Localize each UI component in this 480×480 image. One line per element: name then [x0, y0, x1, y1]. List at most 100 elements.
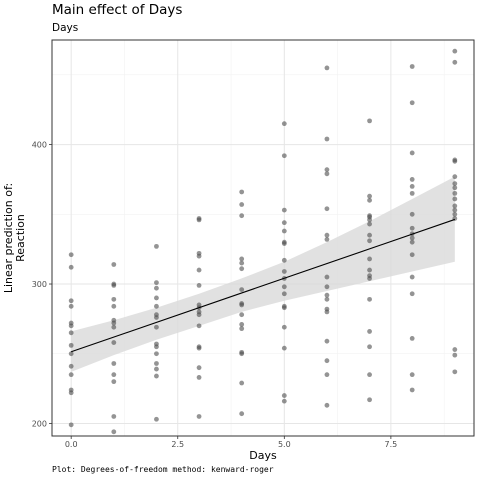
data-point	[281, 393, 287, 398]
data-point	[409, 235, 415, 241]
data-point	[324, 296, 330, 302]
x-tick-label: 7.5	[385, 440, 398, 449]
data-point	[239, 266, 245, 272]
data-point	[68, 351, 74, 357]
data-point	[452, 59, 458, 65]
data-point	[367, 256, 372, 262]
data-point	[68, 264, 74, 270]
data-point	[367, 221, 372, 227]
data-point	[281, 239, 287, 245]
data-point	[452, 190, 458, 196]
data-point	[409, 225, 415, 231]
x-axis-title: Days	[249, 449, 277, 462]
data-point	[239, 287, 245, 292]
data-point	[409, 335, 415, 341]
data-point	[367, 372, 372, 378]
data-point	[409, 372, 415, 378]
data-point	[196, 344, 202, 350]
data-point	[324, 292, 330, 298]
chart-subtitle: Days	[52, 22, 78, 34]
data-point	[111, 379, 117, 385]
data-point	[367, 197, 372, 203]
data-point	[367, 238, 372, 244]
data-point	[452, 157, 458, 163]
data-point	[111, 262, 117, 267]
data-point	[409, 291, 415, 297]
data-point	[68, 303, 74, 309]
data-point	[281, 284, 287, 290]
data-point	[367, 213, 372, 219]
data-point	[111, 324, 117, 330]
data-point	[281, 269, 287, 274]
data-points	[68, 48, 458, 435]
data-point	[68, 363, 74, 369]
data-point	[239, 312, 245, 318]
data-point	[452, 347, 458, 352]
data-point	[452, 207, 458, 213]
data-point	[154, 303, 159, 309]
data-point	[281, 398, 287, 404]
data-point	[68, 342, 74, 348]
y-axis-title-line-2: Reaction	[14, 214, 27, 262]
data-point	[68, 422, 74, 428]
data-point	[111, 414, 117, 419]
data-point	[452, 369, 458, 375]
data-point	[409, 387, 415, 393]
data-point	[409, 64, 415, 69]
data-point	[324, 65, 330, 71]
fit-line	[71, 218, 455, 353]
x-axis-ticks: 0.0 2.5 5.0 7.5	[65, 436, 397, 449]
data-point	[367, 267, 372, 273]
data-point	[324, 232, 330, 238]
data-point	[452, 48, 458, 54]
data-point	[111, 372, 117, 378]
x-tick-label: 5.0	[278, 440, 291, 449]
data-point	[196, 216, 202, 221]
data-point	[367, 273, 372, 279]
data-point	[239, 256, 245, 262]
data-point	[196, 414, 202, 419]
confidence-ribbon	[71, 176, 455, 372]
x-tick-label: 0.0	[65, 440, 78, 449]
data-point	[281, 220, 287, 226]
data-point	[154, 416, 159, 422]
data-point	[281, 207, 287, 213]
data-point	[281, 257, 287, 263]
data-point	[196, 365, 202, 371]
data-point	[239, 322, 245, 327]
data-point	[324, 284, 330, 290]
data-point	[196, 375, 202, 380]
data-point	[324, 372, 330, 378]
data-point	[324, 167, 330, 173]
data-point	[324, 402, 330, 408]
data-point	[281, 121, 287, 127]
data-point	[239, 213, 245, 219]
data-point	[452, 196, 458, 202]
data-point	[409, 100, 415, 106]
data-point	[367, 118, 372, 124]
data-point	[154, 351, 159, 357]
data-point	[324, 136, 330, 142]
data-point	[452, 203, 458, 209]
data-point	[239, 411, 245, 417]
data-point	[111, 281, 117, 287]
data-point	[111, 340, 117, 345]
data-point	[452, 181, 458, 187]
data-point	[452, 185, 458, 191]
data-point	[367, 232, 372, 238]
data-point	[239, 301, 245, 306]
data-point	[367, 397, 372, 403]
data-point	[324, 358, 330, 364]
data-point	[324, 338, 330, 344]
data-point	[239, 189, 245, 195]
data-point	[452, 211, 458, 217]
data-point	[281, 153, 287, 159]
data-point	[196, 250, 202, 256]
y-tick-label: 300	[32, 280, 47, 289]
data-point	[409, 252, 415, 258]
data-point	[367, 193, 372, 199]
data-point	[409, 177, 415, 182]
data-point	[367, 296, 372, 302]
data-point	[68, 252, 74, 258]
